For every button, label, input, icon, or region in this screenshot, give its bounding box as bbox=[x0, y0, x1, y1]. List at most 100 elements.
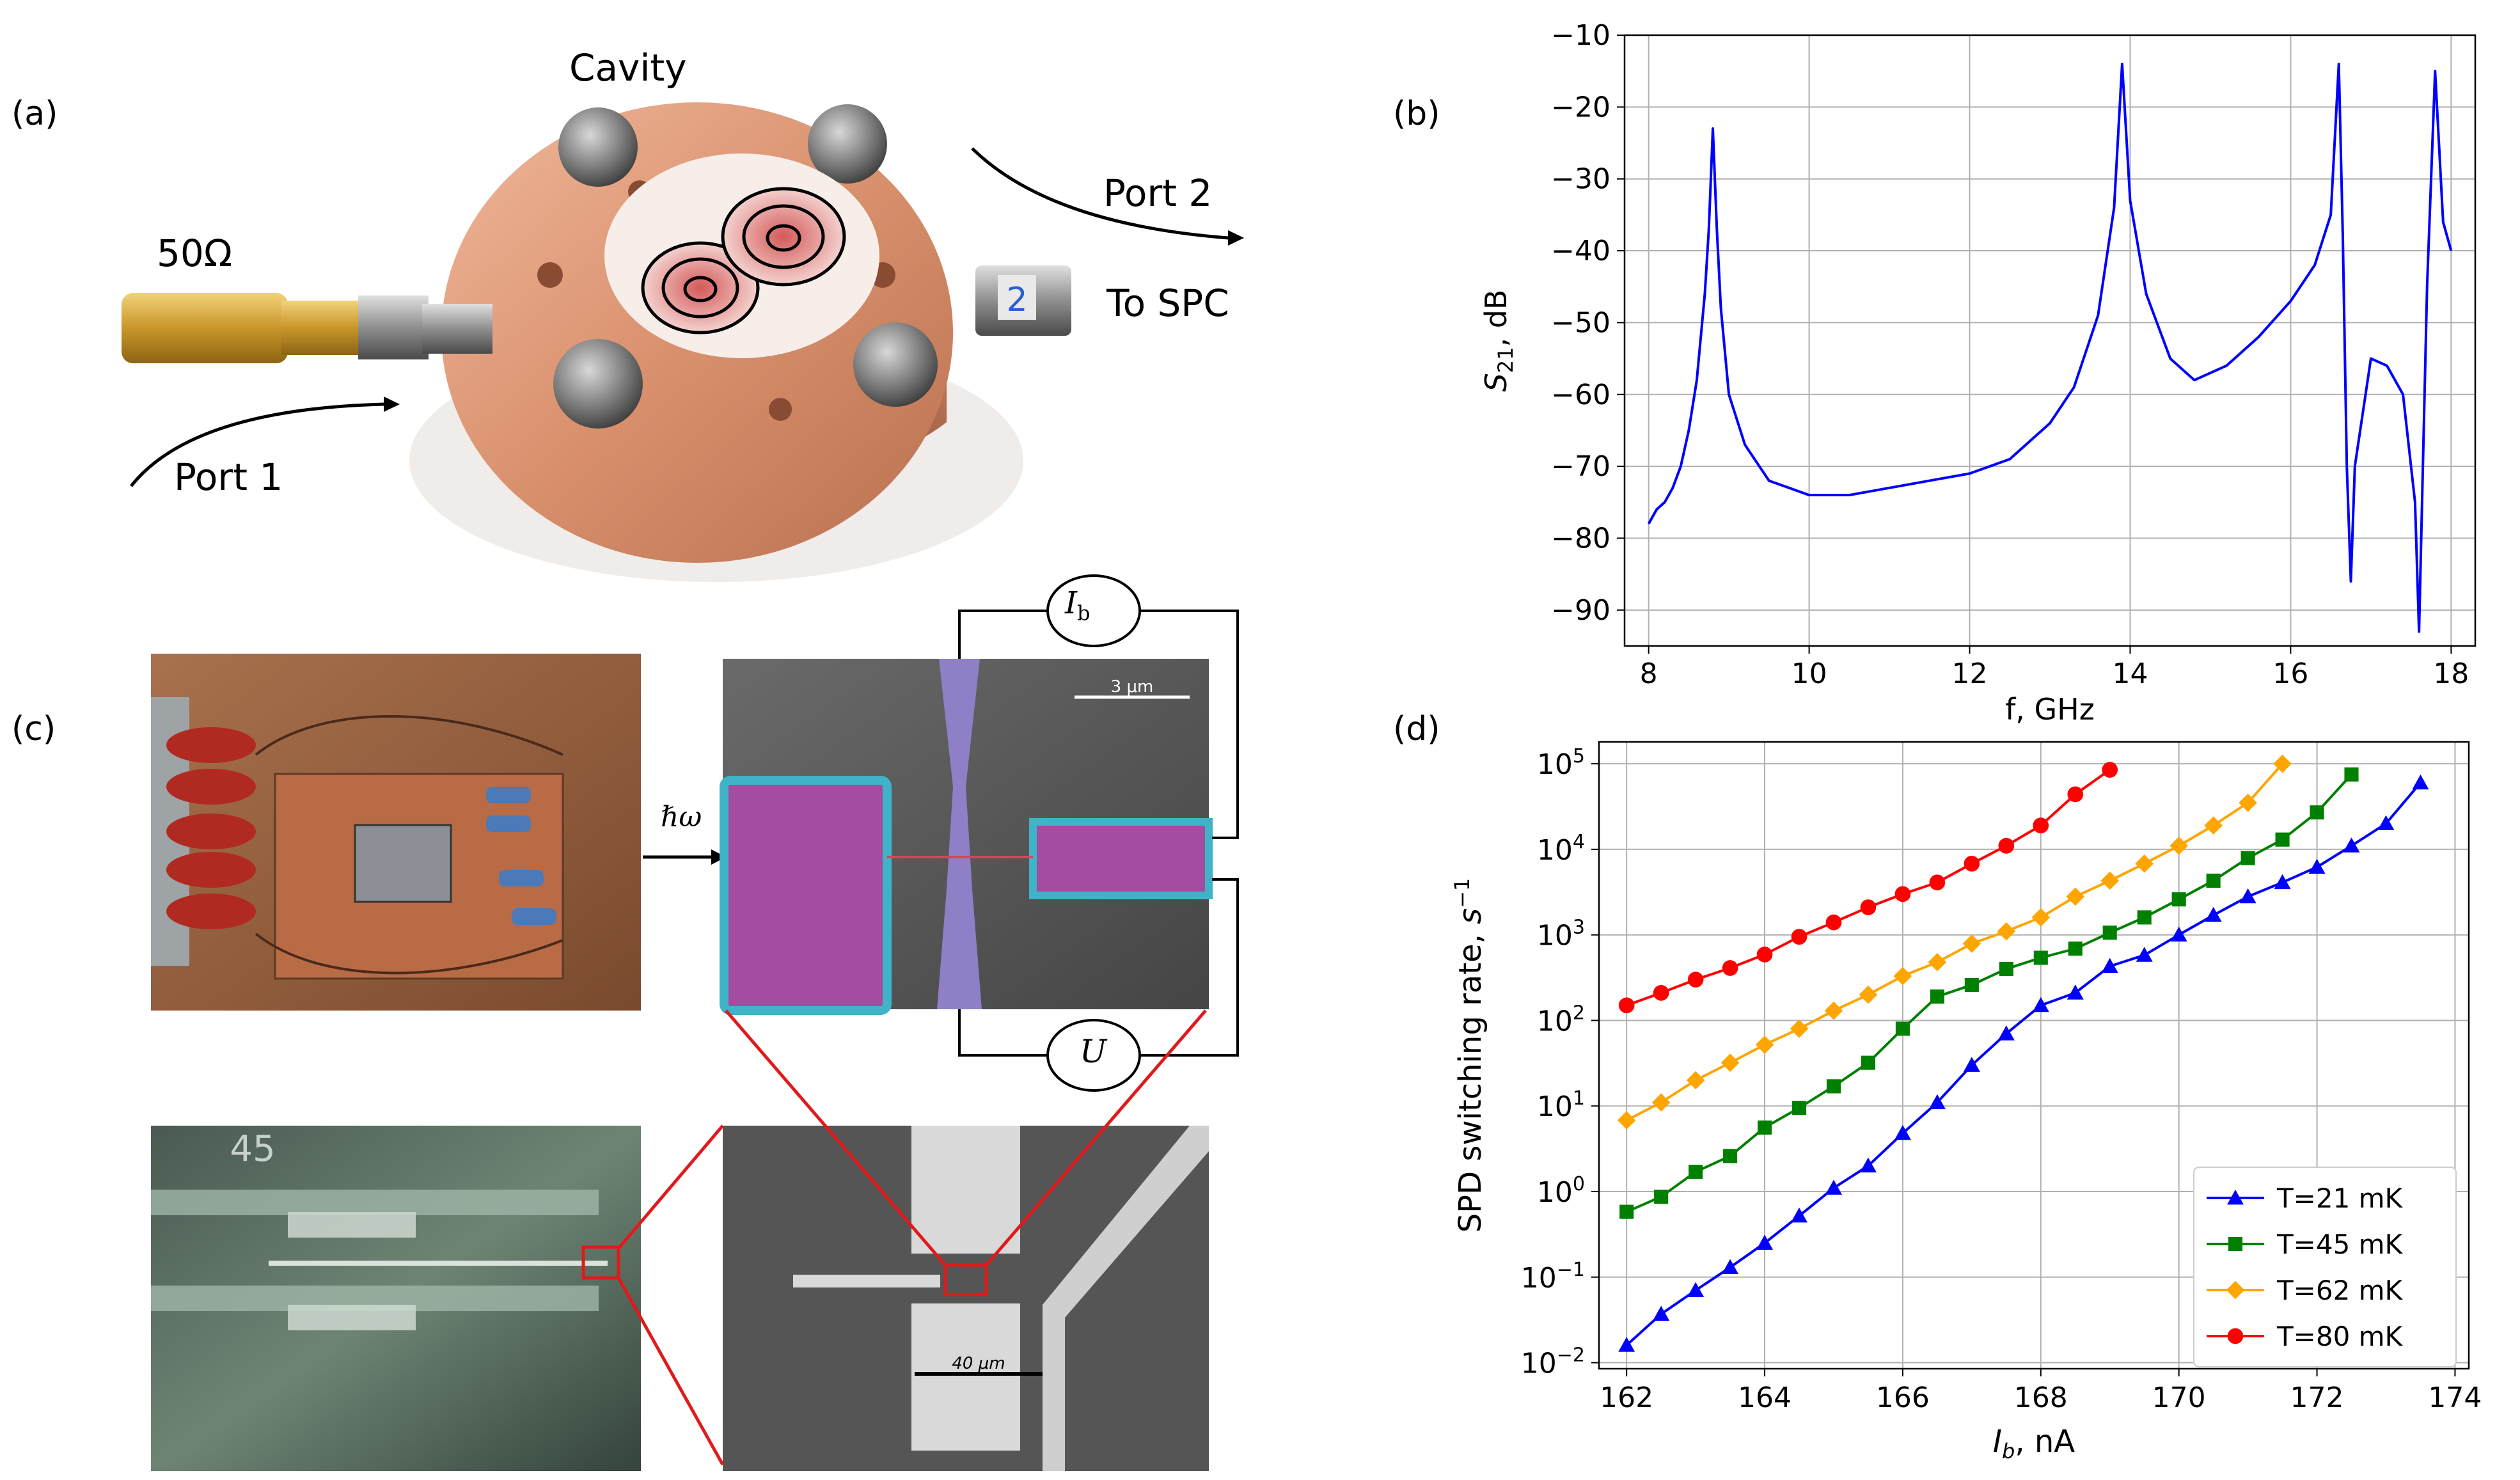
data-point bbox=[1756, 1234, 1774, 1250]
data-point bbox=[2067, 984, 2084, 1000]
data-point bbox=[1999, 961, 2013, 976]
tick-label-y: −40 bbox=[1551, 235, 1610, 267]
port1-arrow bbox=[130, 402, 384, 487]
tick-label-y: −10 bbox=[1551, 19, 1610, 52]
sem-bridge bbox=[937, 659, 982, 1009]
u-label: U bbox=[1080, 1033, 1107, 1070]
connector-mark: 2 bbox=[1006, 281, 1027, 319]
mode-pattern-right bbox=[721, 187, 846, 287]
data-point bbox=[1997, 922, 2016, 941]
s21-chart: 8 10 12 14 16 18 −90 −80 −70 −60 −50 −40 −30 −20 −10 f,… bbox=[1479, 19, 2477, 727]
scale-40um-label: 40 μm bbox=[952, 1354, 1005, 1373]
hole bbox=[537, 262, 563, 288]
data-point bbox=[1894, 886, 1911, 902]
photon-label: ℏω bbox=[661, 801, 702, 833]
tick-label-x: 18 bbox=[2433, 657, 2469, 690]
data-point bbox=[1686, 1071, 1705, 1090]
port1-sma-body bbox=[422, 304, 492, 354]
tick-label-x: 8 bbox=[1640, 657, 1658, 690]
zoom-line bbox=[985, 1009, 1207, 1266]
zoom-box-sem bbox=[943, 1263, 988, 1296]
data-point bbox=[1790, 1019, 1809, 1038]
data-point bbox=[2137, 910, 2152, 925]
data-point bbox=[1653, 985, 1669, 1001]
bias-wire-right bbox=[1138, 610, 1239, 839]
data-point bbox=[2032, 996, 2049, 1012]
port1-arrowhead bbox=[384, 397, 400, 412]
bias-wire-left bbox=[958, 610, 1049, 659]
s21-series-line bbox=[1647, 62, 2453, 633]
series-line bbox=[1626, 762, 2284, 1122]
data-point bbox=[1651, 1093, 1671, 1112]
tick-label-x: 12 bbox=[1952, 657, 1988, 690]
data-point bbox=[1689, 1165, 1703, 1179]
data-point bbox=[1791, 929, 1807, 945]
tick-label-y: −80 bbox=[1551, 522, 1610, 555]
data-point bbox=[2135, 854, 2154, 873]
data-point bbox=[1756, 946, 1773, 963]
port2-arrow bbox=[971, 147, 1229, 240]
nut bbox=[553, 339, 643, 429]
tick-label-x: 172 bbox=[2290, 1382, 2344, 1414]
tick-label-x: 174 bbox=[2428, 1382, 2482, 1414]
tick-label-y: −60 bbox=[1551, 379, 1610, 411]
volt-wire-right bbox=[1138, 878, 1239, 1057]
port1-sma bbox=[358, 295, 429, 359]
panel-d-label: (d) bbox=[1393, 710, 1440, 748]
nut bbox=[853, 322, 938, 407]
data-point bbox=[2101, 957, 2118, 973]
data-point bbox=[1791, 1208, 1808, 1223]
tick-label-y: 101 bbox=[1537, 1087, 1585, 1123]
cavity-photo: 2 bbox=[122, 102, 1244, 582]
data-point bbox=[1930, 989, 1944, 1004]
data-point bbox=[2274, 874, 2291, 890]
nut bbox=[558, 107, 638, 187]
data-point bbox=[1618, 1337, 1635, 1352]
panel-c-label: (c) bbox=[12, 710, 56, 748]
data-point bbox=[1654, 1190, 1669, 1204]
data-point bbox=[2240, 851, 2255, 865]
data-point bbox=[1723, 1149, 1738, 1163]
zoom-box-micro bbox=[581, 1245, 620, 1280]
ib-sub: b bbox=[1076, 601, 1091, 626]
tick-label-x: 14 bbox=[2112, 657, 2148, 690]
data-point bbox=[1617, 1111, 1636, 1130]
zoom-line bbox=[617, 1277, 725, 1466]
data-point bbox=[2170, 837, 2188, 855]
data-point bbox=[1825, 914, 1842, 931]
series-t-21-mk bbox=[1618, 774, 2429, 1352]
gold-adapter bbox=[281, 301, 365, 355]
tick-label-y: −20 bbox=[1551, 91, 1610, 123]
micro-pad bbox=[288, 1212, 416, 1238]
legend: T=21 mK T=45 mK T=62 mK T=80 mK bbox=[2193, 1167, 2457, 1367]
data-point bbox=[1722, 960, 1738, 976]
photon-arrowhead bbox=[711, 849, 726, 865]
data-point bbox=[2239, 888, 2256, 904]
sem-pad-bottom bbox=[911, 1303, 1020, 1451]
sem-left-electrode bbox=[720, 776, 892, 1015]
y-axis-label: SPD switching rate, s−1 bbox=[1450, 878, 1488, 1233]
to-spc-label: To SPC bbox=[1106, 281, 1229, 325]
data-point bbox=[1826, 1079, 1841, 1094]
cavity-label: Cavity bbox=[569, 46, 687, 90]
tick-label-y: −30 bbox=[1551, 163, 1610, 196]
sem-right-electrode bbox=[1029, 818, 1213, 899]
data-point bbox=[1859, 1157, 1877, 1173]
legend-label: T=21 mK bbox=[2276, 1183, 2404, 1214]
panel-a-label: (a) bbox=[12, 95, 58, 133]
data-point bbox=[1963, 1057, 1980, 1072]
tick-label-y: −90 bbox=[1551, 594, 1610, 627]
data-point bbox=[1757, 1120, 1772, 1135]
chip bbox=[354, 824, 452, 903]
series-line bbox=[1626, 768, 2111, 1007]
wire bbox=[255, 715, 563, 756]
data-point bbox=[2033, 817, 2049, 833]
data-point bbox=[2310, 805, 2324, 820]
port2-sma-tag bbox=[998, 275, 1036, 320]
wire bbox=[255, 933, 563, 975]
port2-arrowhead bbox=[1228, 230, 1244, 246]
x-axis-label: f, GHz bbox=[2005, 692, 2095, 727]
data-point bbox=[1997, 1025, 2015, 1041]
load-50ohm bbox=[122, 293, 288, 363]
data-point bbox=[1687, 972, 1704, 988]
